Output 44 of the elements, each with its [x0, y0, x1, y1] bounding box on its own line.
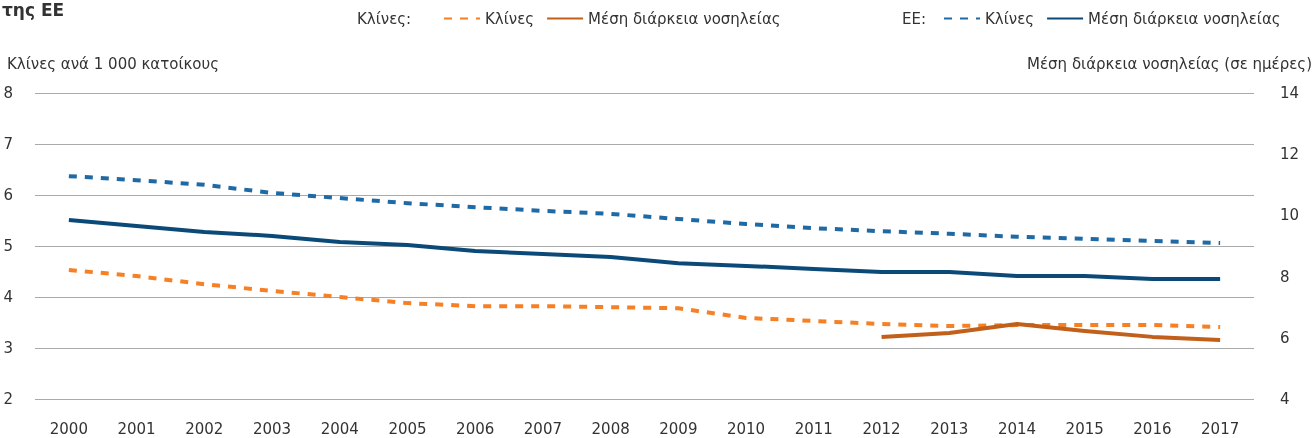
- y-axis-title: Κλίνες ανά 1 000 κατοίκους: [7, 54, 219, 73]
- line-series: [66, 267, 1223, 330]
- y-tick-label: 8: [3, 84, 13, 102]
- x-tick-label: 2015: [1065, 419, 1104, 438]
- y-tick-label: 2: [3, 390, 13, 408]
- y2-tick-label: 10: [1280, 206, 1300, 225]
- chart-title: της ΕΕ: [2, 0, 65, 20]
- legend-label: Μέση διάρκεια νοσηλείας: [1088, 9, 1281, 28]
- y-tick-label: 4: [3, 288, 13, 306]
- x-tick-label: 2006: [456, 419, 495, 438]
- x-tick-label: 2009: [659, 419, 698, 438]
- legend-label: Κλίνες: [985, 9, 1035, 28]
- y-tick-label: 6: [3, 186, 13, 204]
- x-tick-label: 2014: [997, 419, 1037, 438]
- y2-tick-label: 8: [1280, 267, 1290, 286]
- line-series: [66, 174, 1223, 245]
- x-tick-label: 2010: [726, 419, 766, 438]
- x-tick-label: 2008: [591, 419, 630, 438]
- legend-label: Κλίνες: [485, 9, 535, 28]
- y-tick-label: 7: [3, 135, 13, 153]
- legend-label: Μέση διάρκεια νοσηλείας: [588, 9, 781, 28]
- x-tick-label: 2003: [252, 419, 292, 438]
- x-tick-label: 2012: [862, 419, 901, 438]
- x-tick-label: 2005: [388, 419, 427, 438]
- y2-axis-title: Μέση διάρκεια νοσηλείας (σε ημέρες): [1027, 54, 1312, 73]
- x-tick-label: 2016: [1133, 419, 1172, 438]
- x-tick-label: 2002: [185, 419, 224, 438]
- x-tick-label: 2000: [49, 419, 88, 438]
- x-tick-label: 2013: [930, 419, 969, 438]
- x-tick-label: 2007: [523, 419, 563, 438]
- y2-tick-label: 4: [1280, 390, 1290, 408]
- line-series: [879, 322, 1223, 342]
- y-tick-label: 3: [3, 339, 13, 357]
- y2-tick-label: 14: [1280, 84, 1300, 102]
- y2-tick-label: 12: [1280, 145, 1300, 164]
- line-series: [66, 217, 1223, 282]
- y2-tick-label: 6: [1280, 328, 1290, 347]
- y-tick-label: 5: [3, 237, 13, 255]
- legend-title: Κλίνες:: [357, 9, 412, 28]
- text: ΕΕ:: [902, 9, 927, 28]
- x-tick-label: 2001: [117, 419, 156, 438]
- x-tick-label: 2011: [794, 419, 833, 438]
- x-tick-label: 2004: [320, 419, 359, 438]
- x-tick-label: 2017: [1201, 419, 1240, 438]
